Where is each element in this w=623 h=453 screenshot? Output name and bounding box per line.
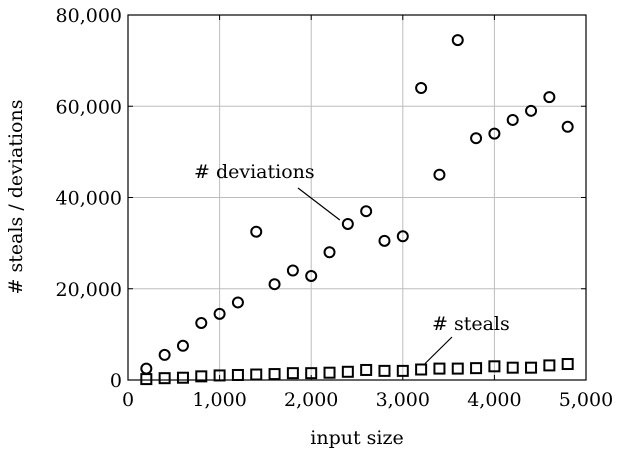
deviation-point bbox=[506, 113, 519, 126]
deviation-point bbox=[140, 362, 153, 375]
deviation-point bbox=[286, 264, 299, 277]
steal-point bbox=[415, 363, 428, 376]
steal-point bbox=[470, 362, 483, 375]
steal-point bbox=[213, 369, 226, 382]
steal-point bbox=[250, 368, 263, 381]
deviation-point bbox=[360, 205, 373, 218]
steal-point bbox=[488, 360, 501, 373]
deviations-pointer-line bbox=[297, 187, 341, 221]
steal-point bbox=[360, 363, 373, 376]
steal-point bbox=[525, 361, 538, 374]
y-axis-title: # steals / deviations bbox=[5, 100, 27, 295]
deviation-point bbox=[470, 132, 483, 145]
steal-point bbox=[543, 359, 556, 372]
x-tick-label: 2,000 bbox=[284, 389, 338, 411]
x-tick-label: 5,000 bbox=[559, 389, 613, 411]
deviation-point bbox=[415, 82, 428, 94]
deviation-point bbox=[451, 34, 464, 47]
steal-point bbox=[561, 358, 574, 371]
deviation-point bbox=[268, 278, 281, 291]
deviation-point bbox=[433, 168, 446, 181]
steal-point bbox=[305, 367, 318, 380]
deviation-point bbox=[396, 230, 409, 243]
steal-point bbox=[286, 367, 299, 380]
steals-pointer-line bbox=[424, 336, 453, 364]
deviation-point bbox=[158, 348, 171, 361]
deviation-point bbox=[488, 127, 501, 140]
deviation-point bbox=[323, 246, 336, 259]
x-tick-label: 0 bbox=[122, 389, 134, 411]
x-tick-label: 3,000 bbox=[376, 389, 430, 411]
deviation-point bbox=[176, 339, 189, 352]
deviation-point bbox=[195, 316, 208, 329]
steal-point bbox=[396, 364, 409, 377]
axis-ticks: 0 1,000 2,000 3,000 4,000 5,000 0 20,000 40,000 6… bbox=[56, 5, 614, 411]
steal-point bbox=[323, 366, 336, 379]
deviation-point bbox=[543, 91, 556, 104]
steal-point bbox=[158, 372, 171, 385]
steal-point bbox=[176, 371, 189, 384]
steals-annotation: # steals bbox=[432, 313, 510, 335]
deviation-point bbox=[305, 269, 318, 282]
x-axis-title: input size bbox=[310, 427, 403, 449]
deviation-point bbox=[231, 296, 244, 309]
steal-point bbox=[341, 365, 354, 378]
x-tick-label: 1,000 bbox=[192, 389, 246, 411]
y-tick-label: 60,000 bbox=[56, 96, 122, 118]
data-series bbox=[140, 34, 574, 386]
y-tick-label: 40,000 bbox=[56, 188, 122, 210]
steal-point bbox=[195, 370, 208, 383]
steal-point bbox=[506, 361, 519, 374]
steal-point bbox=[140, 373, 153, 386]
steal-point bbox=[378, 364, 391, 377]
deviation-point bbox=[250, 225, 263, 238]
steal-point bbox=[268, 368, 281, 381]
y-tick-label: 80,000 bbox=[56, 5, 122, 27]
deviation-point bbox=[341, 217, 354, 230]
square-series bbox=[140, 358, 574, 386]
deviation-point bbox=[213, 307, 226, 320]
deviation-point bbox=[561, 120, 574, 133]
steal-point bbox=[451, 362, 464, 375]
steal-point bbox=[433, 362, 446, 375]
deviation-point bbox=[378, 234, 391, 247]
deviation-point bbox=[525, 104, 538, 117]
y-tick-label: 0 bbox=[110, 370, 122, 392]
steal-point bbox=[231, 368, 244, 381]
deviations-annotation: # deviations bbox=[194, 161, 315, 183]
x-tick-label: 4,000 bbox=[467, 389, 521, 411]
circle-series bbox=[140, 34, 574, 375]
y-tick-label: 20,000 bbox=[56, 279, 122, 301]
annotations: # deviations # steals bbox=[194, 161, 510, 364]
